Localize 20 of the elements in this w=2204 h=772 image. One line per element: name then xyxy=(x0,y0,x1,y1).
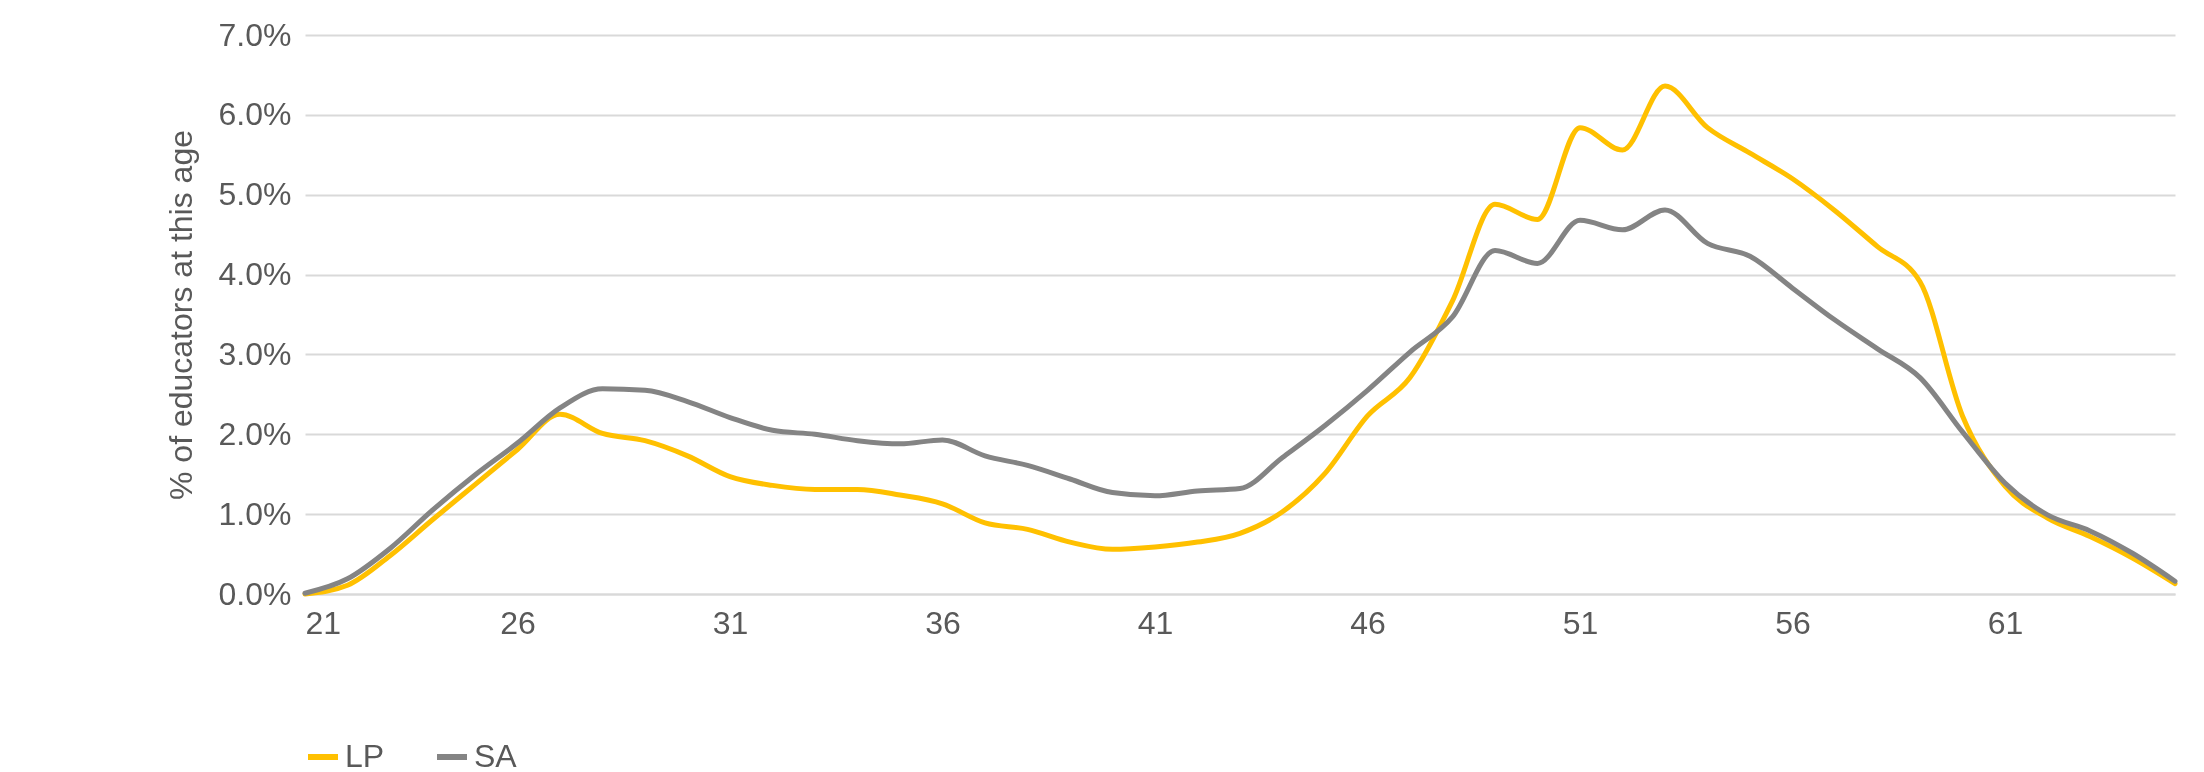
y-tick-label: 7.0% xyxy=(218,16,292,53)
legend-label: SA xyxy=(474,738,518,772)
x-tick-label: 61 xyxy=(1987,604,2024,641)
x-tick-label: 31 xyxy=(712,604,749,641)
x-tick-label: 46 xyxy=(1350,604,1386,641)
y-tick-label: 6.0% xyxy=(218,96,292,133)
y-axis-title: % of educators at this age xyxy=(162,130,199,500)
x-tick-label: 41 xyxy=(1137,604,1174,641)
y-tick-label: 5.0% xyxy=(218,176,292,213)
y-tick-label: 2.0% xyxy=(218,415,292,452)
x-tick-label: 51 xyxy=(1562,604,1599,641)
x-tick-label: 36 xyxy=(925,604,961,641)
y-tick-label: 1.0% xyxy=(218,495,292,532)
x-tick-label: 21 xyxy=(305,604,342,641)
y-tick-label: 4.0% xyxy=(218,256,292,293)
x-tick-label: 56 xyxy=(1775,604,1811,641)
legend-label: LP xyxy=(345,738,385,772)
x-tick-label: 26 xyxy=(500,604,536,641)
y-tick-label: 0.0% xyxy=(218,575,292,612)
y-tick-label: 3.0% xyxy=(218,335,292,372)
